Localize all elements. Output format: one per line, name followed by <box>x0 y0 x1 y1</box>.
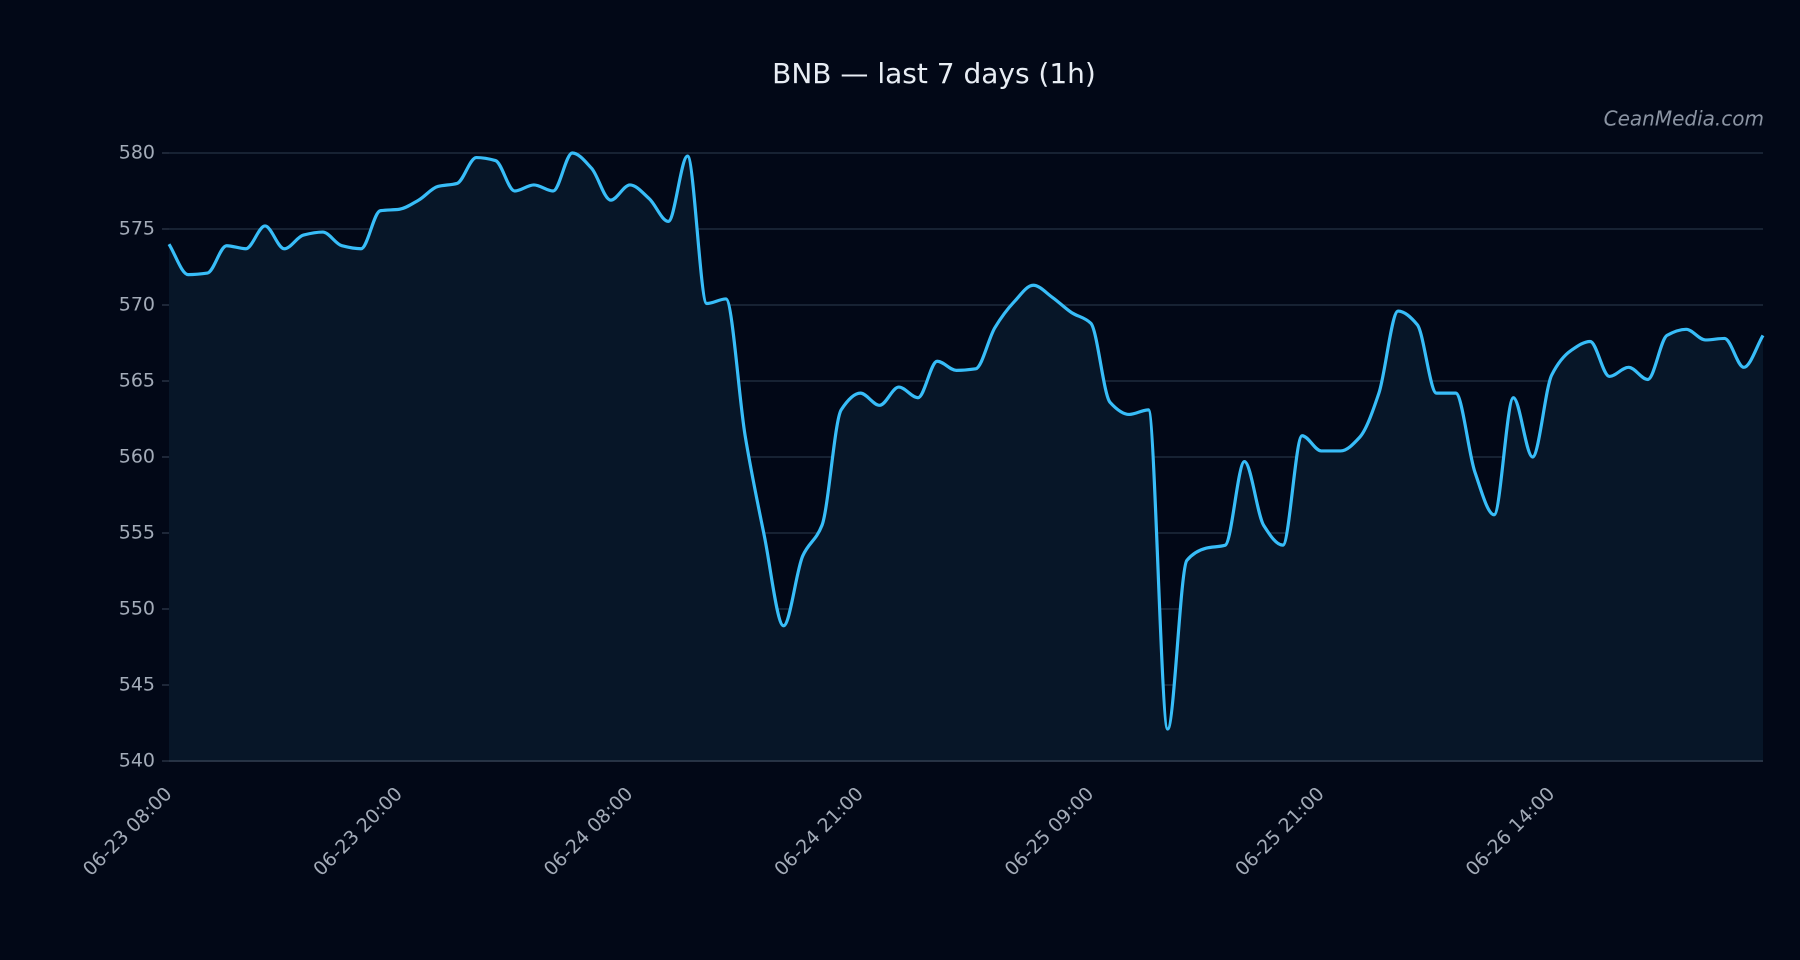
area <box>169 153 1763 761</box>
y-tick-label: 580 <box>119 142 155 164</box>
y-tick-label: 570 <box>119 294 155 316</box>
y-tick-label: 555 <box>119 522 155 544</box>
y-tick-label: 565 <box>119 370 155 392</box>
y-tick-label: 550 <box>119 598 155 620</box>
watermark: CeanMedia.com <box>1604 107 1764 131</box>
chart-title: BNB — last 7 days (1h) <box>772 57 1096 90</box>
y-tick-label: 560 <box>119 446 155 468</box>
y-tick-label: 575 <box>119 218 155 240</box>
y-tick-label: 545 <box>119 674 155 696</box>
line <box>167 151 1765 731</box>
y-tick-label: 540 <box>119 750 155 772</box>
